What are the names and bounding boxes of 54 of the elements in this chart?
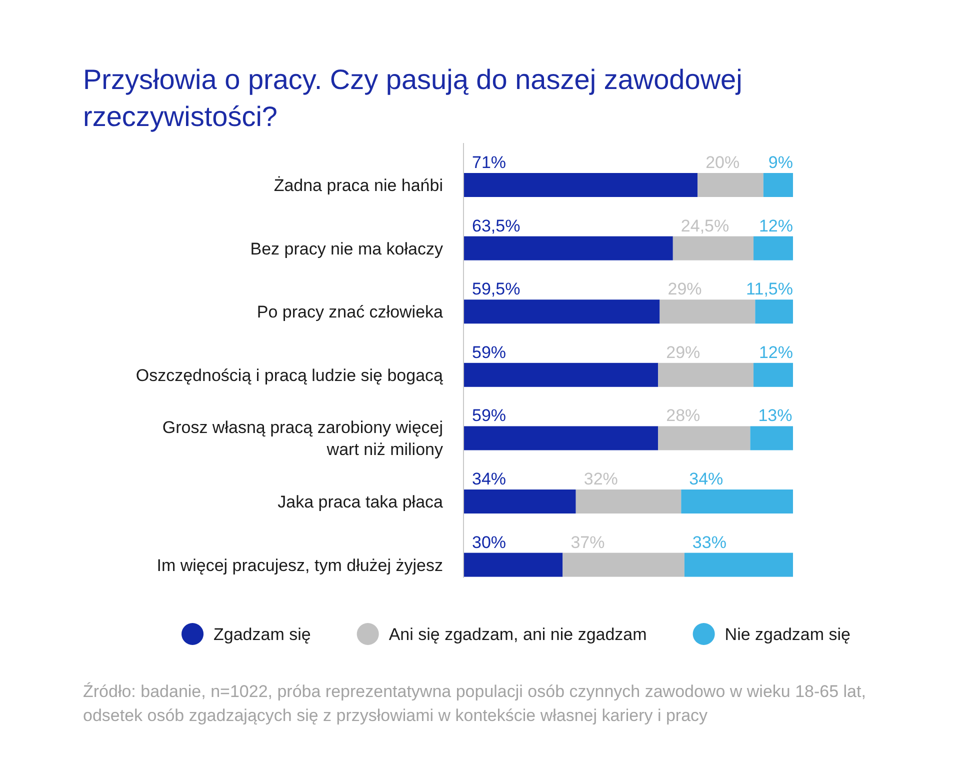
bar (755, 300, 793, 324)
bar (763, 173, 793, 197)
text: Źródło: badanie, n=1022, próba reprezentatywna populacji osób czynnych zawodowo w wieku 18-65 lat, odsetek osób zgadzających się z przysłowiami w kontekście własnej kariery i pracy (83, 682, 866, 725)
bar (754, 236, 793, 260)
data-label: 20% (706, 153, 740, 172)
bar (464, 362, 658, 387)
data-label: 32% (584, 470, 618, 488)
bar (672, 236, 754, 260)
bar (660, 300, 756, 324)
bar (576, 490, 682, 514)
data-label: 34% (689, 470, 724, 488)
data-label: 12% (758, 342, 793, 362)
data-label: 63,5% (472, 216, 520, 236)
y-tick-label: Oszczędnością i pracą ludzie się bogacą (136, 366, 444, 385)
legend-label: Nie zgadzam się (724, 624, 850, 644)
data-label: 11,5% (746, 280, 793, 299)
bar (464, 300, 660, 324)
data-label: 28% (666, 406, 700, 426)
legend-label: Zgadzam się (214, 624, 311, 644)
y-tick-label: Im więcej pracujesz, tym dłużej żyjesz (156, 556, 443, 575)
y-tick-label: Jaka praca taka płaca (278, 492, 444, 512)
data-label: 34% (472, 470, 506, 488)
data-label: 24,5% (680, 216, 730, 236)
data-label: 37% (570, 532, 605, 552)
bar (754, 362, 793, 387)
data-label: 33% (692, 532, 726, 552)
bar (464, 173, 698, 197)
bar (658, 362, 754, 387)
y-tick-label: Żadna praca nie hańbi (274, 176, 443, 195)
bar (562, 552, 684, 577)
data-label: 59% (472, 342, 506, 362)
bar (750, 426, 793, 450)
bar (464, 490, 576, 514)
data-label: 59,5% (472, 280, 520, 299)
bar (698, 173, 764, 197)
chart-title: Przysłowia o pracy. Czy pasują do naszej zawodowej rzeczywistości? (83, 64, 742, 132)
data-label: 30% (472, 532, 506, 552)
data-label: 9% (768, 153, 793, 172)
legend-label: Ani się zgadzam, ani nie zgadzam (388, 624, 647, 644)
bar (681, 490, 793, 514)
data-label: 12% (758, 216, 793, 236)
bar (684, 552, 793, 577)
data-label: 29% (668, 280, 702, 299)
y-tick-label: Grosz własną pracą zarobiony więcej wart niż miliony (162, 418, 444, 460)
bar (464, 552, 563, 577)
data-label: 13% (758, 406, 792, 426)
y-tick-label: Po pracy znać człowieka (256, 302, 444, 322)
data-label: 29% (666, 342, 700, 362)
bar (464, 236, 673, 260)
bar (464, 426, 658, 450)
y-tick-label: Bez pracy nie ma kołaczy (250, 239, 444, 258)
bar (658, 426, 750, 450)
data-label: 59% (472, 406, 506, 426)
data-label: 71% (472, 153, 506, 172)
